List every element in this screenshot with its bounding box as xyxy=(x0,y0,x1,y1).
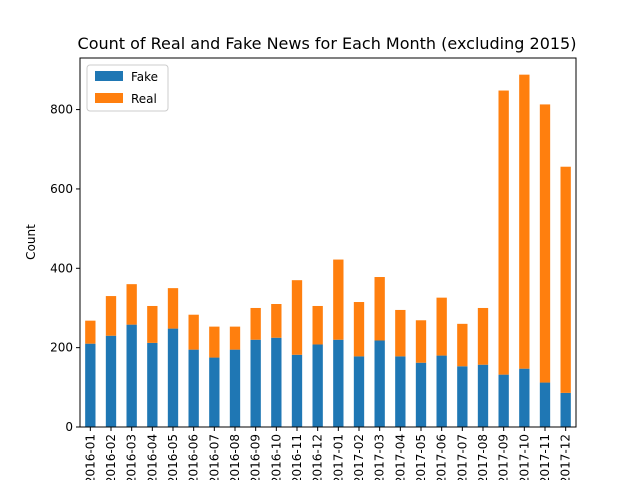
bar-fake-2016-08 xyxy=(229,349,241,427)
bar-fake-2017-03 xyxy=(374,340,385,427)
bar-fake-2016-03 xyxy=(126,324,137,427)
legend-label-real: Real xyxy=(131,92,157,106)
bar-real-2017-02 xyxy=(353,302,365,357)
bar-fake-2016-10 xyxy=(271,337,282,427)
y-tick-label: 0 xyxy=(65,420,73,434)
bar-fake-2017-07 xyxy=(457,366,468,427)
x-tick-label: 2016-03 xyxy=(125,434,139,480)
bar-real-2016-12 xyxy=(312,305,323,345)
x-tick-label: 2017-02 xyxy=(352,434,366,480)
bar-real-2017-09 xyxy=(498,90,509,375)
y-tick-label: 600 xyxy=(50,182,73,196)
legend-label-fake: Fake xyxy=(131,70,158,84)
bar-real-2017-07 xyxy=(457,323,468,367)
bar-real-2016-06 xyxy=(188,314,199,350)
bar-real-2016-08 xyxy=(229,326,241,350)
x-tick-label: 2016-09 xyxy=(249,434,263,480)
bar-fake-2017-12 xyxy=(560,392,571,427)
bar-fake-2016-06 xyxy=(188,349,199,427)
x-tick-label: 2017-03 xyxy=(373,434,387,480)
bar-real-2017-04 xyxy=(395,309,406,357)
x-tick-label: 2017-05 xyxy=(414,434,428,480)
bar-real-2016-10 xyxy=(271,304,282,338)
x-tick-label: 2016-01 xyxy=(83,434,97,480)
bar-fake-2017-08 xyxy=(477,364,489,427)
bar-fake-2017-09 xyxy=(498,374,509,427)
bar-real-2017-08 xyxy=(477,307,489,365)
bar-real-2016-03 xyxy=(126,284,137,325)
x-tick-label: 2017-10 xyxy=(517,434,531,480)
bar-fake-2017-04 xyxy=(395,356,406,427)
bar-real-2016-01 xyxy=(85,320,96,344)
y-tick-label: 200 xyxy=(50,341,73,355)
bar-real-2016-09 xyxy=(250,307,261,340)
bar-fake-2016-05 xyxy=(167,328,179,427)
bar-fake-2016-02 xyxy=(105,335,117,427)
bar-fake-2016-11 xyxy=(291,354,303,427)
bar-real-2017-01 xyxy=(333,259,344,340)
chart-title: Count of Real and Fake News for Each Mon… xyxy=(78,34,577,53)
bar-fake-2017-02 xyxy=(353,356,365,427)
x-tick-label: 2016-04 xyxy=(145,434,159,480)
bar-fake-2016-07 xyxy=(209,357,220,427)
x-tick-label: 2017-12 xyxy=(559,434,573,480)
bar-real-2017-12 xyxy=(560,166,571,393)
x-tick-label: 2016-02 xyxy=(104,434,118,480)
x-tick-label: 2016-06 xyxy=(187,434,201,480)
bar-real-2017-03 xyxy=(374,277,385,341)
bar-fake-2016-09 xyxy=(250,339,261,427)
legend: Fake Real xyxy=(86,64,169,112)
legend-swatch-fake xyxy=(95,71,123,81)
bar-fake-2017-06 xyxy=(436,355,447,427)
y-tick-label: 400 xyxy=(50,261,73,275)
plot-frame xyxy=(79,57,577,428)
bar-fake-2016-04 xyxy=(147,342,158,427)
x-tick-label: 2016-10 xyxy=(269,434,283,480)
x-tick-label: 2017-08 xyxy=(476,434,490,480)
x-tick-label: 2017-04 xyxy=(393,434,407,480)
x-tick-label: 2017-06 xyxy=(435,434,449,480)
x-tick-label: 2016-12 xyxy=(311,434,325,480)
y-tick-label: 800 xyxy=(50,103,73,117)
y-axis-label: Count xyxy=(24,224,38,260)
bar-fake-2016-12 xyxy=(312,344,323,427)
bar-real-2016-05 xyxy=(167,288,179,329)
x-tick-label: 2017-07 xyxy=(455,434,469,480)
bar-fake-2017-05 xyxy=(415,362,427,427)
x-tick-label: 2016-08 xyxy=(228,434,242,480)
bar-real-2017-06 xyxy=(436,297,447,356)
x-tick-label: 2016-11 xyxy=(290,434,304,480)
bar-real-2017-11 xyxy=(539,104,551,383)
x-tick-label: 2016-05 xyxy=(166,434,180,480)
bar-fake-2017-01 xyxy=(333,339,344,427)
legend-swatch-real xyxy=(95,93,123,103)
axes-layer: 0 200 400 600 800 2016-01 2016-02 2016-03 2016-0… xyxy=(50,57,577,480)
x-tick-label: 2016-07 xyxy=(207,434,221,480)
x-tick-label: 2017-01 xyxy=(331,434,345,480)
bar-real-2016-04 xyxy=(147,305,158,343)
bar-real-2016-11 xyxy=(291,280,303,355)
bar-real-2017-10 xyxy=(519,74,530,369)
bar-fake-2017-11 xyxy=(539,382,551,427)
bar-real-2016-02 xyxy=(105,296,117,336)
bar-real-2016-07 xyxy=(209,326,220,358)
x-tick-label: 2017-11 xyxy=(538,434,552,480)
x-tick-label: 2017-09 xyxy=(497,434,511,480)
bar-real-2017-05 xyxy=(415,320,427,363)
bars-layer xyxy=(85,74,571,427)
bar-fake-2016-01 xyxy=(85,343,96,427)
bar-fake-2017-10 xyxy=(519,368,530,427)
